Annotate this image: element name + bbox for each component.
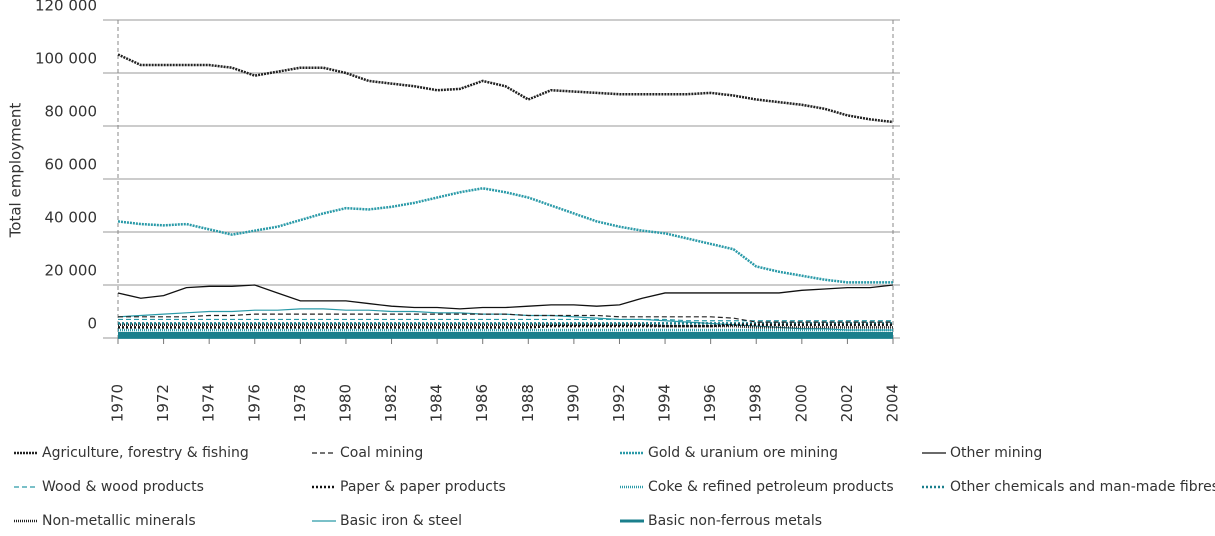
series-line — [117, 53, 894, 124]
legend-label: Wood & wood products — [42, 479, 204, 495]
x-tick-label: 1982 — [382, 384, 400, 422]
legend-label: Basic non-ferrous metals — [648, 513, 822, 529]
legend-label: Basic iron & steel — [340, 513, 462, 529]
legend-label: Other mining — [950, 445, 1042, 461]
x-tick-label: 1988 — [519, 384, 537, 422]
y-tick-label: 40 000 — [45, 209, 98, 227]
x-tick-label: 1976 — [245, 384, 263, 422]
y-tick-label: 80 000 — [45, 103, 98, 121]
y-tick-label: 60 000 — [45, 156, 98, 174]
y-axis-label: Total employment — [7, 103, 25, 239]
x-tick-label: 1994 — [656, 384, 674, 422]
legend-label: Gold & uranium ore mining — [648, 445, 838, 461]
legend-label: Coal mining — [340, 445, 423, 461]
series-line — [118, 313, 893, 323]
x-tick-label: 2004 — [884, 384, 902, 422]
x-tick-label: 1972 — [154, 384, 172, 422]
legend-label: Paper & paper products — [340, 479, 506, 495]
series-line — [118, 318, 893, 322]
legend-label: Agriculture, forestry & fishing — [42, 445, 249, 461]
x-tick-label: 1978 — [291, 384, 309, 422]
series-line — [117, 187, 893, 284]
x-tick-label: 2002 — [838, 384, 856, 422]
legend-label: Other chemicals and man-made fibres — [950, 479, 1215, 495]
x-tick-label: 1998 — [747, 384, 765, 422]
x-tick-label: 1990 — [564, 384, 582, 422]
x-tick-label: 2000 — [792, 384, 810, 422]
legend-label: Coke & refined petroleum products — [648, 479, 894, 495]
y-tick-label: 120 000 — [35, 0, 97, 15]
y-tick-label: 0 — [87, 315, 97, 333]
x-tick-label: 1974 — [200, 384, 218, 422]
series-line — [117, 284, 894, 310]
x-tick-label: 1986 — [473, 384, 491, 422]
x-tick-label: 1992 — [610, 384, 628, 422]
series-line — [118, 323, 893, 329]
x-tick-label: 1984 — [428, 384, 446, 422]
x-tick-label: 1970 — [109, 384, 127, 422]
x-tick-label: 1980 — [336, 384, 354, 422]
x-tick-label: 1996 — [701, 384, 719, 422]
legend-label: Non-metallic minerals — [42, 513, 196, 529]
y-tick-label: 100 000 — [35, 50, 97, 68]
y-tick-label: 20 000 — [45, 262, 98, 280]
